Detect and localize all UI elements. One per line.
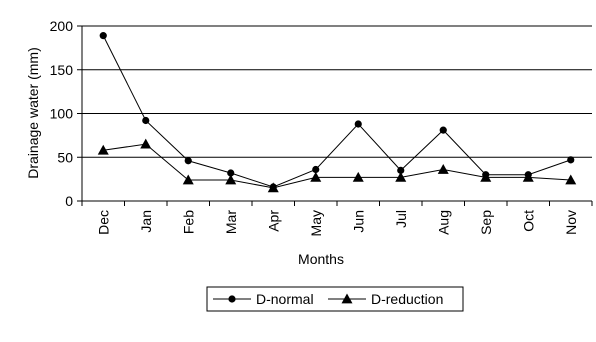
data-point bbox=[142, 116, 150, 125]
y-tick-label: 0 bbox=[65, 193, 73, 209]
x-tick-label: Mar bbox=[223, 210, 239, 234]
y-tick-label: 100 bbox=[50, 106, 74, 122]
series-line bbox=[102, 35, 571, 188]
data-point bbox=[395, 171, 407, 182]
x-axis-ticks: Dec Jan Feb Mar Apr May Jun Jul Aug Sep Oct Nov bbox=[81, 201, 593, 236]
x-tick-label: May bbox=[308, 210, 324, 236]
data-point bbox=[182, 174, 194, 185]
series-line bbox=[103, 143, 571, 189]
data-point bbox=[225, 174, 237, 185]
data-point bbox=[310, 171, 322, 182]
y-tick-label: 200 bbox=[50, 18, 74, 34]
series-group bbox=[97, 32, 577, 193]
series-1 bbox=[99, 32, 575, 191]
x-tick-label: Aug bbox=[435, 210, 451, 235]
data-point bbox=[312, 165, 320, 174]
x-tick-label: Apr bbox=[265, 210, 281, 232]
data-point bbox=[354, 120, 362, 128]
x-tick-label: Jan bbox=[138, 210, 154, 233]
x-tick-label: Oct bbox=[520, 210, 536, 232]
x-tick-label: Feb bbox=[180, 210, 196, 234]
legend-label: D-normal bbox=[256, 291, 314, 307]
legend: D-normal D-reduction bbox=[206, 286, 464, 312]
data-point bbox=[140, 138, 152, 149]
y-tick-label: 50 bbox=[57, 149, 73, 165]
data-point bbox=[267, 182, 279, 193]
grid-lines bbox=[82, 25, 592, 158]
data-point bbox=[397, 166, 405, 174]
x-tick-label: Nov bbox=[563, 210, 579, 235]
x-tick-label: Sep bbox=[478, 210, 494, 235]
data-point bbox=[439, 126, 447, 134]
x-axis-label: Months bbox=[298, 251, 344, 267]
x-tick-label: Dec bbox=[95, 210, 111, 235]
data-point bbox=[97, 144, 109, 155]
y-axis-ticks: 0 50 100 150 200 bbox=[50, 18, 82, 209]
data-point bbox=[99, 32, 107, 40]
x-tick-label: Jul bbox=[393, 210, 409, 228]
y-axis-label: Drainage water (mm) bbox=[25, 47, 41, 178]
data-point bbox=[522, 171, 534, 182]
data-point bbox=[184, 157, 192, 165]
legend-marker bbox=[228, 295, 236, 303]
data-point bbox=[437, 164, 449, 174]
x-tick-label: Jun bbox=[350, 210, 366, 233]
legend-marker bbox=[341, 293, 353, 304]
data-point bbox=[352, 171, 364, 182]
data-point bbox=[567, 156, 575, 164]
legend-label: D-reduction bbox=[371, 291, 443, 307]
data-point bbox=[565, 174, 577, 185]
data-point bbox=[227, 169, 235, 177]
data-point bbox=[480, 171, 492, 182]
series-2 bbox=[97, 138, 577, 193]
y-tick-label: 150 bbox=[50, 62, 74, 78]
